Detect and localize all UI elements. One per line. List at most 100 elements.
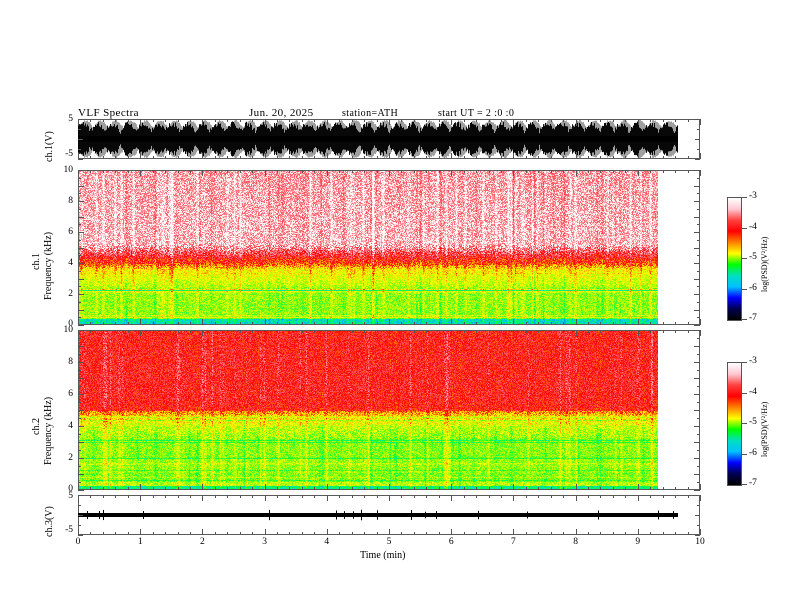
ch1-spec-tick-6: 6 — [68, 227, 73, 237]
tick-mark — [501, 170, 502, 173]
tick-mark — [265, 495, 266, 501]
tick-mark — [551, 532, 552, 535]
tick-mark — [202, 529, 203, 535]
tick-mark — [613, 156, 614, 159]
tick-mark — [401, 532, 402, 535]
x-tick-10: 10 — [695, 537, 705, 547]
tick-mark — [103, 322, 104, 325]
tick-mark — [352, 487, 353, 490]
tick-mark — [327, 119, 328, 125]
tick-mark — [78, 170, 79, 176]
tick-mark — [663, 322, 664, 325]
chart-title: VLF Spectra — [78, 107, 139, 119]
tick-mark — [265, 153, 266, 159]
tick-mark — [78, 330, 79, 336]
tick-mark — [265, 319, 266, 325]
tick-mark — [364, 495, 365, 498]
tick-mark — [78, 294, 84, 295]
tick-mark — [153, 170, 154, 173]
tick-mark — [476, 322, 477, 325]
tick-mark — [694, 217, 700, 218]
tick-mark — [215, 119, 216, 122]
tick-mark — [165, 495, 166, 498]
tick-mark — [140, 495, 141, 501]
tick-mark — [439, 156, 440, 159]
tick-mark — [613, 322, 614, 325]
tick-mark — [240, 487, 241, 490]
tick-mark — [314, 330, 315, 333]
tick-mark — [625, 156, 626, 159]
tick-mark — [650, 119, 651, 122]
tick-mark — [78, 279, 84, 280]
tick-mark — [165, 119, 166, 122]
tick-mark — [78, 418, 81, 419]
colorbar-tick-mark — [742, 319, 747, 320]
tick-mark — [675, 156, 676, 159]
tick-mark — [694, 325, 700, 326]
tick-mark — [165, 170, 166, 173]
tick-mark — [526, 495, 527, 498]
x-tick-0: 0 — [75, 537, 81, 547]
tick-mark — [78, 119, 83, 120]
tick-mark — [140, 529, 141, 535]
chart-station: station=ATH — [342, 108, 399, 119]
tick-mark — [140, 319, 141, 325]
tick-mark — [364, 170, 365, 173]
tick-mark — [513, 170, 514, 176]
tick-mark — [625, 119, 626, 122]
ch1-spec-tick-10: 10 — [63, 165, 74, 175]
tick-mark — [240, 495, 241, 498]
tick-mark — [153, 532, 154, 535]
tick-mark — [240, 119, 241, 122]
tick-mark — [227, 495, 228, 498]
tick-mark — [252, 495, 253, 498]
tick-mark — [513, 319, 514, 325]
tick-mark — [78, 330, 84, 331]
tick-mark — [277, 170, 278, 173]
tick-mark — [103, 532, 104, 535]
tick-mark — [115, 170, 116, 173]
tick-mark — [178, 156, 179, 159]
x-tick-7: 7 — [511, 537, 516, 547]
tick-mark — [426, 322, 427, 325]
tick-mark — [697, 354, 700, 355]
tick-mark — [697, 178, 700, 179]
tick-mark — [352, 330, 353, 333]
tick-mark — [227, 156, 228, 159]
colorbar-ch2-gradient — [727, 362, 742, 486]
tick-mark — [588, 119, 589, 122]
tick-mark — [513, 529, 514, 535]
tick-mark — [202, 495, 203, 501]
tick-mark — [695, 139, 700, 140]
tick-mark — [327, 529, 328, 535]
tick-mark — [538, 487, 539, 490]
tick-mark — [697, 505, 700, 506]
tick-mark — [501, 330, 502, 333]
ch3-wave-axis-label: ch.3(V) — [44, 506, 55, 537]
tick-mark — [128, 495, 129, 498]
tick-mark — [464, 170, 465, 173]
tick-mark — [302, 487, 303, 490]
tick-mark — [551, 322, 552, 325]
colorbar-tick-mark — [742, 393, 747, 394]
tick-mark — [694, 362, 700, 363]
tick-mark — [178, 487, 179, 490]
tick-mark — [476, 532, 477, 535]
tick-mark — [190, 330, 191, 333]
tick-mark — [700, 119, 701, 125]
tick-mark — [153, 495, 154, 498]
tick-mark — [90, 322, 91, 325]
x-tick-1: 1 — [137, 537, 143, 547]
tick-mark — [178, 330, 179, 333]
tick-mark — [551, 330, 552, 333]
tick-mark — [78, 201, 84, 202]
tick-mark — [414, 170, 415, 173]
tick-mark — [140, 153, 141, 159]
tick-mark — [697, 240, 700, 241]
tick-mark — [339, 330, 340, 333]
ch2-spec-tick-4: 4 — [68, 421, 73, 431]
tick-mark — [694, 294, 700, 295]
tick-mark — [103, 330, 104, 333]
tick-mark — [202, 170, 203, 176]
tick-mark — [694, 330, 700, 331]
